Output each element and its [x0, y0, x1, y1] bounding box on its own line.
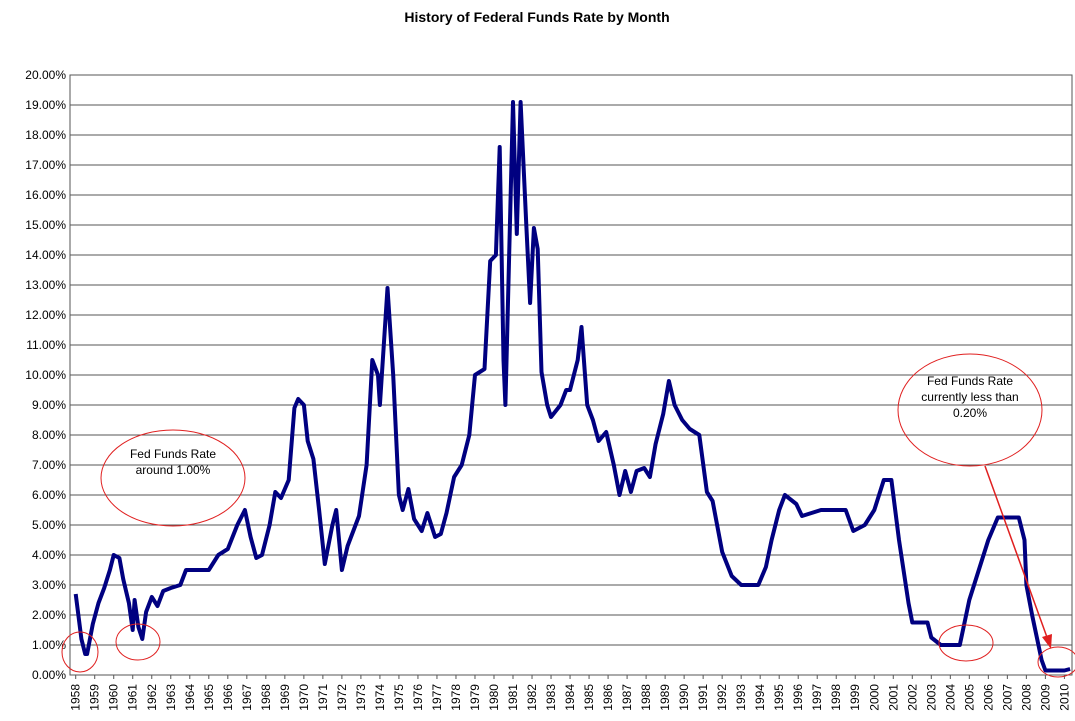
x-tick-label: 1982: [525, 684, 539, 711]
y-tick-label: 6.00%: [32, 488, 66, 502]
x-tick-label: 1981: [506, 684, 520, 711]
x-tick-label: 1962: [145, 684, 159, 711]
y-tick-label: 9.00%: [32, 398, 66, 412]
x-tick-label: 1999: [848, 684, 862, 711]
x-tick-label: 2010: [1057, 684, 1071, 711]
x-tick-label: 1969: [278, 684, 292, 711]
y-tick-label: 20.00%: [25, 68, 66, 82]
y-tick-label: 0.00%: [32, 668, 66, 682]
highlight-ellipse: [61, 631, 99, 673]
y-tick-label: 16.00%: [25, 188, 66, 202]
x-tick-label: 1977: [430, 684, 444, 711]
y-tick-label: 18.00%: [25, 128, 66, 142]
y-tick-label: 13.00%: [25, 278, 66, 292]
y-tick-label: 4.00%: [32, 548, 66, 562]
y-tick-label: 2.00%: [32, 608, 66, 622]
x-tick-label: 2008: [1019, 684, 1033, 711]
x-tick-label: 2007: [1000, 684, 1014, 711]
x-tick-label: 1973: [354, 684, 368, 711]
x-tick-label: 1992: [715, 684, 729, 711]
chart-title: History of Federal Funds Rate by Month: [404, 9, 669, 25]
y-tick-label: 3.00%: [32, 578, 66, 592]
y-tick-label: 12.00%: [25, 308, 66, 322]
y-tick-label: 11.00%: [26, 338, 66, 352]
plot-border: [69, 74, 1073, 676]
x-tick-label: 1972: [335, 684, 349, 711]
x-tick-label: 1984: [563, 684, 577, 711]
y-tick-label: 17.00%: [25, 158, 66, 172]
x-tick-label: 1978: [449, 684, 463, 711]
y-tick-label: 7.00%: [32, 458, 66, 472]
x-tick-label: 1988: [639, 684, 653, 711]
x-tick-label: 2001: [886, 684, 900, 711]
x-tick-label: 1995: [772, 684, 786, 711]
x-tick-label: 1971: [316, 684, 330, 711]
x-tick-label: 2005: [962, 684, 976, 711]
y-tick-label: 19.00%: [25, 98, 66, 112]
x-tick-label: 1968: [259, 684, 273, 711]
x-tick-label: 1963: [164, 684, 178, 711]
x-tick-label: 1965: [202, 684, 216, 711]
highlight-ellipse: [115, 623, 161, 661]
highlight-ellipse: [938, 624, 994, 662]
x-tick-label: 1993: [734, 684, 748, 711]
highlight-ellipse: [100, 429, 246, 527]
y-tick-label: 8.00%: [32, 428, 66, 442]
x-tick-label: 1998: [829, 684, 843, 711]
x-tick-label: 1985: [582, 684, 596, 711]
x-tick-label: 1964: [183, 684, 197, 711]
arrow: [984, 465, 1049, 641]
x-tick-label: 1997: [810, 684, 824, 711]
x-tick-label: 1967: [240, 684, 254, 711]
highlight-ellipse: [897, 353, 1043, 467]
x-tick-label: 1986: [601, 684, 615, 711]
x-tick-label: 1983: [544, 684, 558, 711]
x-tick-label: 1991: [696, 684, 710, 711]
y-tick-label: 14.00%: [25, 248, 66, 262]
annotation: Fed Funds Rate around 1.00%: [129, 447, 217, 477]
x-tick-label: 1976: [411, 684, 425, 711]
y-tick-label: 1.00%: [32, 638, 66, 652]
x-tick-label: 2006: [981, 684, 995, 711]
annotation: Fed Funds Rate currently less than 0.20%: [921, 374, 1019, 420]
x-tick-label: 1966: [221, 684, 235, 711]
x-tick-label: 1959: [88, 684, 102, 711]
x-tick-label: 1958: [69, 684, 83, 711]
x-tick-label: 1974: [373, 684, 387, 711]
x-tick-label: 1990: [677, 684, 691, 711]
x-tick-label: 1989: [658, 684, 672, 711]
x-tick-label: 1961: [126, 684, 140, 711]
x-tick-label: 1960: [107, 684, 121, 711]
x-tick-label: 2000: [867, 684, 881, 711]
arrow-head: [1042, 634, 1052, 649]
x-tick-label: 2003: [924, 684, 938, 711]
x-tick-label: 2002: [905, 684, 919, 711]
x-tick-label: 1980: [487, 684, 501, 711]
x-tick-label: 2004: [943, 684, 957, 711]
highlight-ellipse: [1037, 646, 1075, 678]
x-tick-label: 2009: [1038, 684, 1052, 711]
x-tick-label: 1979: [468, 684, 482, 711]
x-tick-label: 1987: [620, 684, 634, 711]
y-tick-label: 10.00%: [25, 368, 66, 382]
data-line: [73, 100, 1071, 673]
y-tick-label: 15.00%: [25, 218, 66, 232]
x-tick-label: 1994: [753, 684, 767, 711]
x-tick-label: 1970: [297, 684, 311, 711]
y-tick-label: 5.00%: [32, 518, 66, 532]
x-tick-label: 1996: [791, 684, 805, 711]
x-tick-label: 1975: [392, 684, 406, 711]
